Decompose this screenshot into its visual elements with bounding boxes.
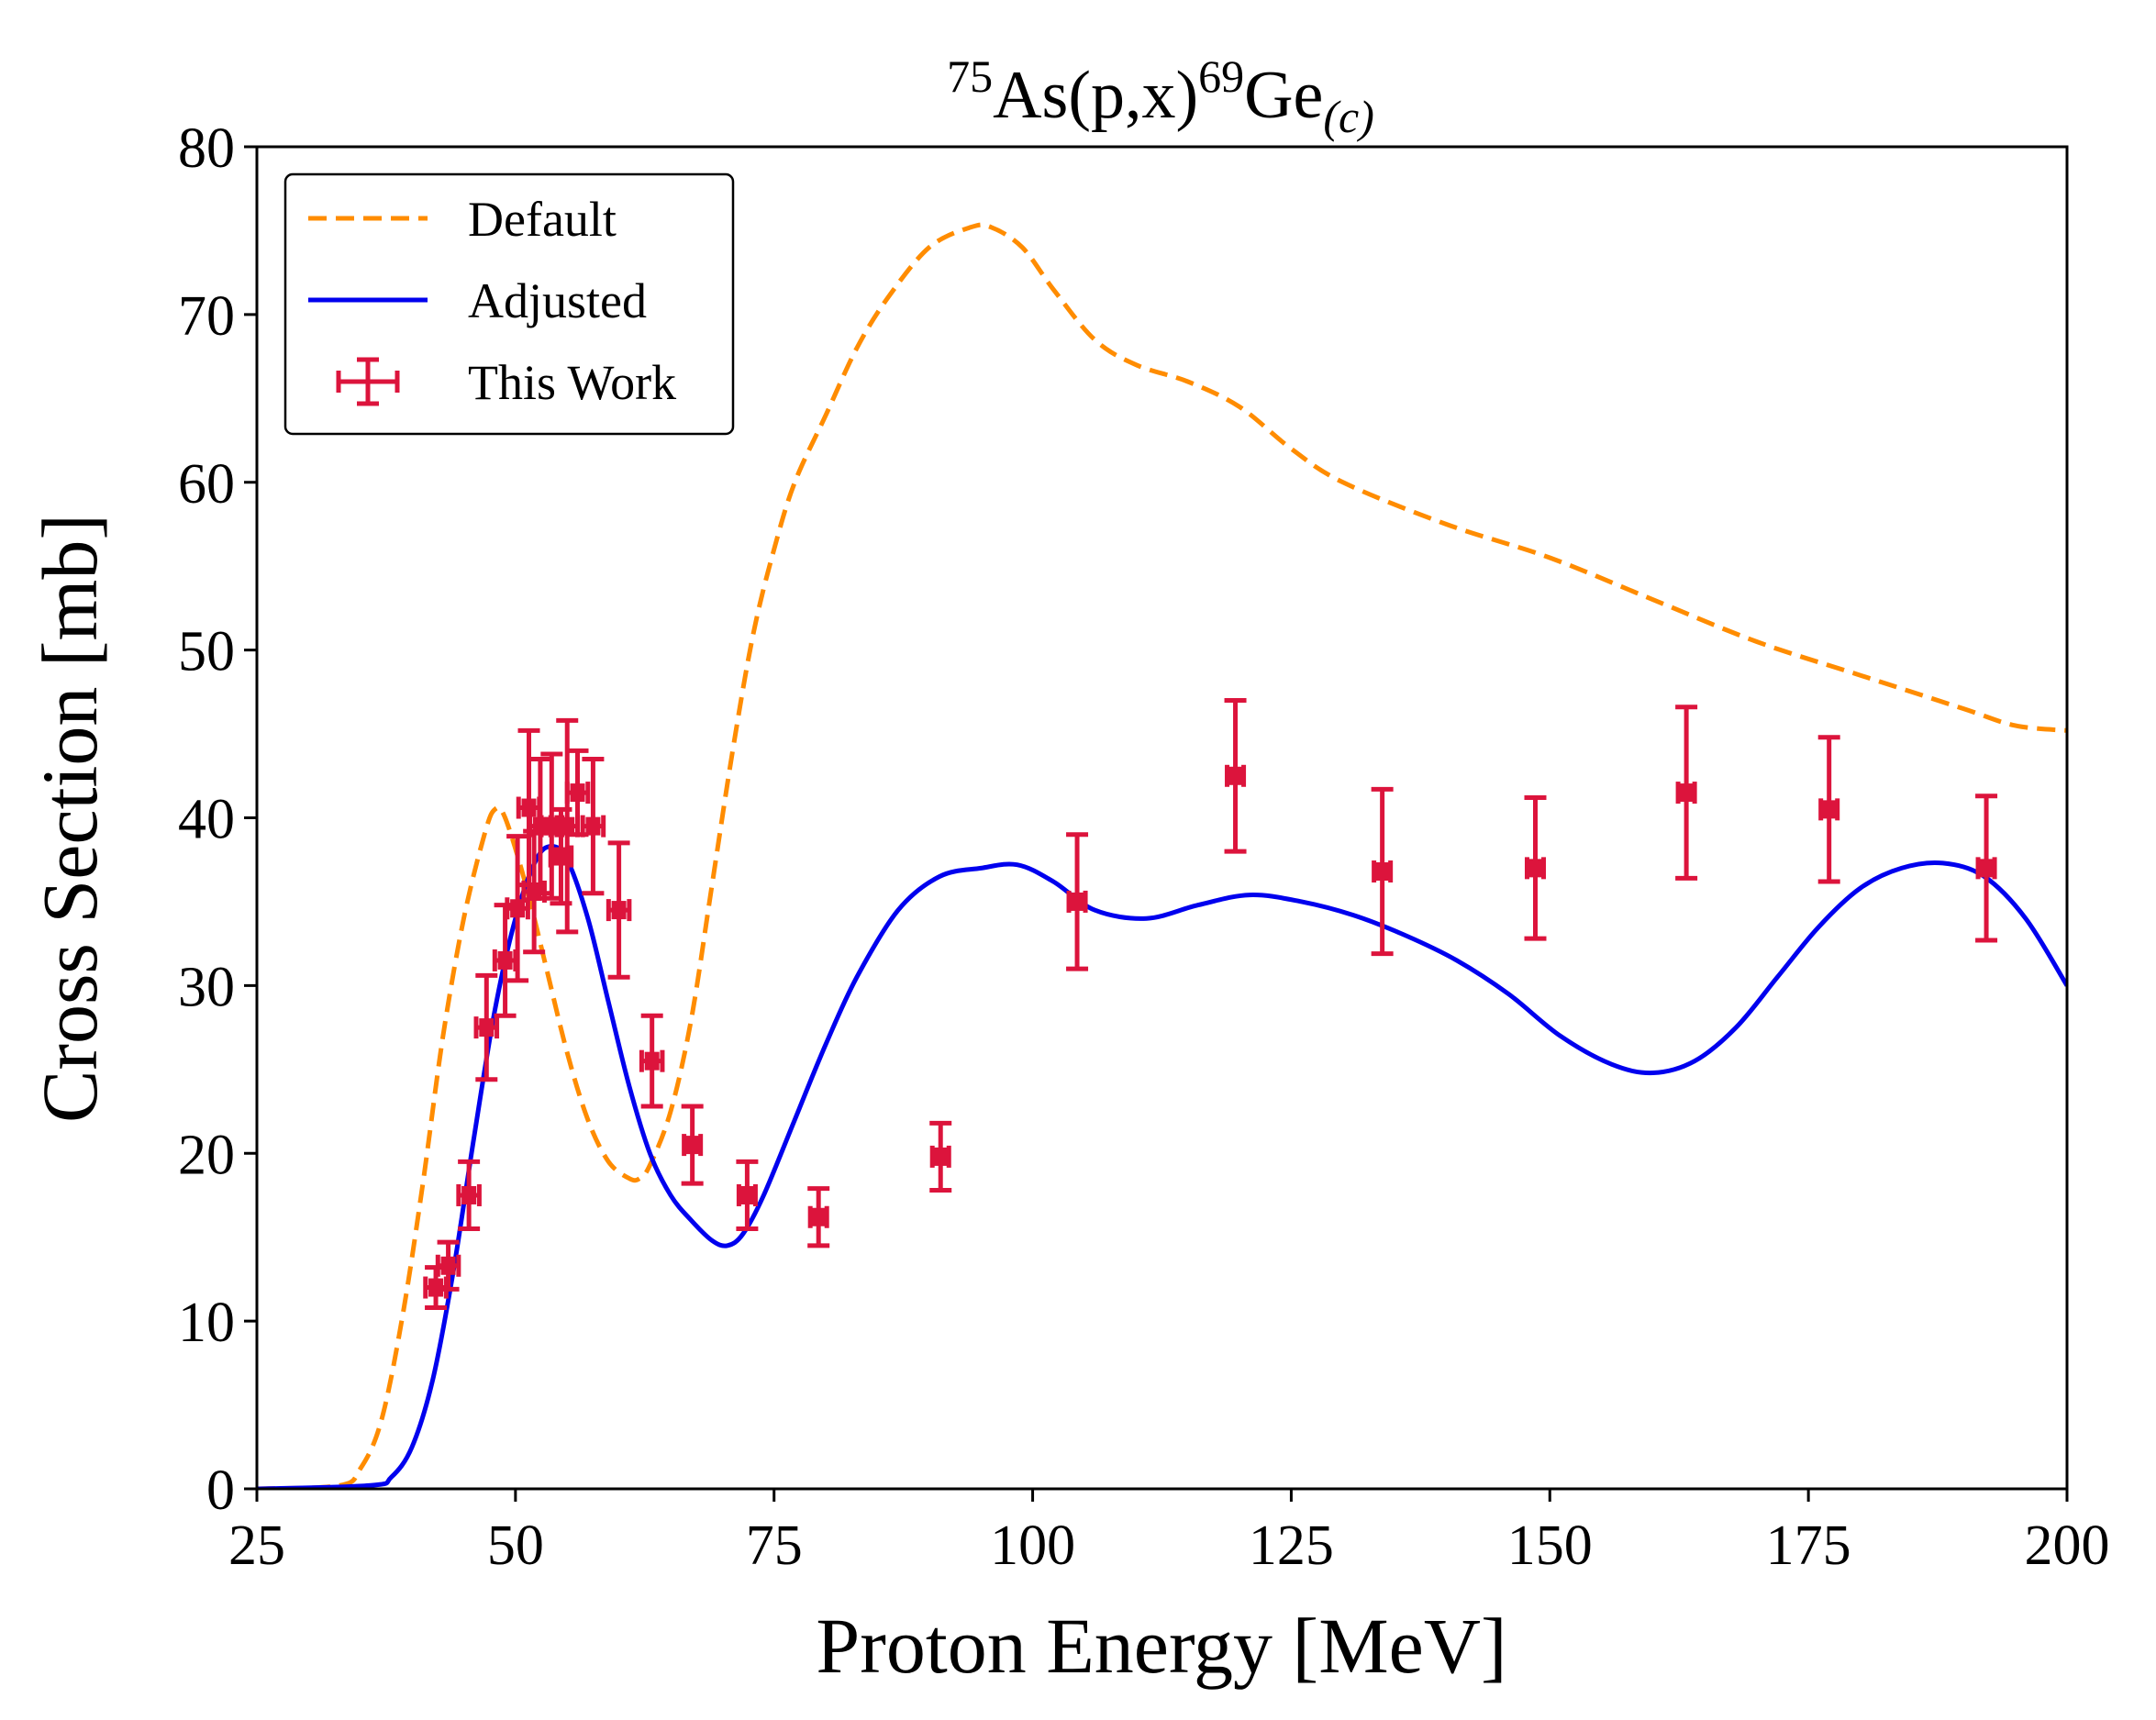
data-point [681,1104,704,1186]
data-marker [1374,862,1390,882]
legend-label-adjusted: Adjusted [468,273,647,328]
y-axis-title: Cross Section [mb] [26,514,114,1123]
series-line-adjusted [257,844,2067,1489]
legend: Default Adjusted This Work [283,172,735,436]
data-point [554,717,581,935]
data-marker [440,1256,456,1275]
data-point [736,1159,759,1232]
title-product: Ge [1244,58,1323,133]
data-marker [1070,892,1085,911]
y-tick-label: 0 [206,1459,235,1522]
title-subscript: (c) [1323,91,1374,142]
data-point [1371,786,1394,957]
data-marker [684,1136,700,1155]
y-tick-label: 20 [178,1124,235,1186]
data-point [1524,795,1547,941]
data-point [1817,735,1840,884]
data-point [1224,697,1247,854]
data-point [456,1159,482,1232]
y-tick-label: 70 [178,285,235,348]
data-marker [1679,783,1695,803]
data-marker [1821,800,1837,819]
data-point [929,1120,952,1193]
data-marker [521,798,537,817]
x-tick-label: 50 [487,1515,544,1577]
data-marker [560,816,575,836]
data-marker [510,899,526,918]
data-point [639,1013,665,1109]
x-axis-title: Proton Energy [MeV] [816,1602,1506,1690]
data-point [807,1186,830,1248]
y-tick-label: 30 [178,956,235,1018]
series-line-default [257,222,2067,1489]
y-tick-label: 10 [178,1292,235,1354]
legend-swatch-this-work [336,357,400,406]
data-point [606,840,632,980]
y-tick-label: 60 [178,453,235,516]
data-point [580,756,606,896]
x-tick-label: 150 [1507,1515,1593,1577]
x-tick-label: 175 [1766,1515,1851,1577]
data-marker [611,901,627,920]
data-marker [811,1207,827,1226]
x-axis: 25 50 75 100 125 150 175 200 [228,1489,2110,1577]
y-tick-label: 50 [178,621,235,683]
data-marker [739,1185,755,1204]
data-marker [479,1018,495,1038]
y-tick-label: 80 [178,117,235,180]
data-marker [644,1051,660,1071]
data-marker [585,816,601,836]
data-marker [1228,766,1243,785]
x-tick-label: 75 [746,1515,803,1577]
series-layer [257,222,2067,1489]
data-point [435,1239,461,1292]
data-point [473,972,500,1082]
data-point [1675,705,1698,881]
chart-title: 75As(p,x)69Ge(c) [947,50,1374,142]
legend-label-default: Default [468,192,617,247]
data-marker [428,1278,444,1297]
data-point [1066,832,1089,971]
title-target: As(p,x) [993,58,1198,133]
x-tick-label: 200 [2025,1515,2110,1577]
data-marker [1528,859,1543,878]
x-tick-label: 100 [990,1515,1075,1577]
data-marker [553,847,569,866]
data-marker [933,1147,949,1166]
legend-label-this-work: This Work [468,355,676,410]
y-axis: 0 10 20 30 40 50 60 70 80 [178,117,257,1522]
x-tick-label: 125 [1249,1515,1334,1577]
title-mass-target: 75 [947,50,993,102]
data-marker [1979,859,1995,878]
data-point [505,834,530,983]
data-marker [497,950,513,970]
title-mass-product: 69 [1198,50,1244,102]
data-point [1975,793,1998,943]
legend-box [283,172,735,436]
data-marker [461,1185,477,1204]
data-marker [570,783,585,803]
points-layer [423,697,1998,1310]
x-tick-label: 25 [228,1515,285,1577]
y-tick-label: 40 [178,789,235,851]
